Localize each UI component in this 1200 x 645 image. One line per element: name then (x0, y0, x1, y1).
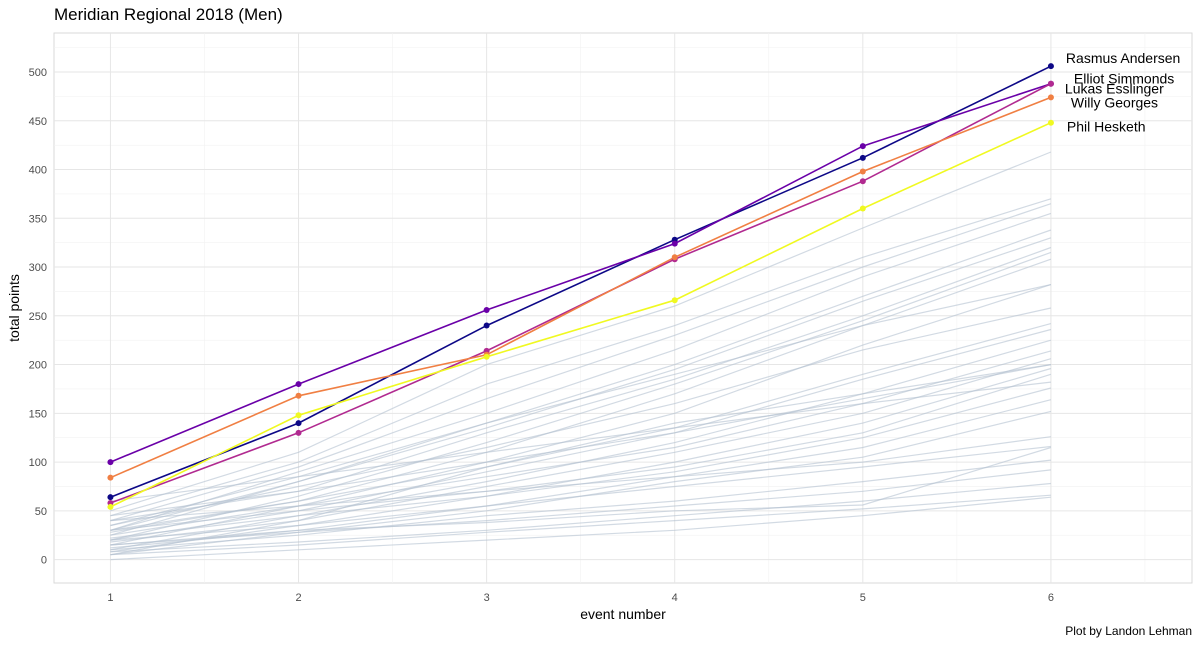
series-end-label: Phil Hesketh (1067, 119, 1146, 135)
series-point (859, 178, 866, 185)
background-series-line (110, 328, 1052, 541)
background-series-line (110, 307, 1052, 527)
x-tick-label: 2 (295, 592, 301, 604)
series-point (859, 143, 866, 150)
y-tick-label: 350 (29, 213, 47, 225)
highlighted-series-group (110, 65, 1052, 508)
series-line (110, 96, 1052, 479)
x-tick-label: 6 (1048, 592, 1054, 604)
y-tick-label: 500 (29, 67, 47, 79)
background-series-line (110, 446, 1052, 546)
background-series-line (110, 436, 1051, 522)
background-series-line (110, 212, 1052, 531)
series-point (859, 154, 866, 161)
background-series-group (110, 151, 1052, 561)
plot-panel (53, 32, 1193, 584)
background-series-line (110, 482, 1051, 553)
background-series-line (110, 358, 1052, 543)
series-point (671, 240, 678, 247)
background-series-line (110, 381, 1051, 502)
series-point (107, 459, 114, 466)
series-line (110, 82, 1052, 463)
series-point (483, 353, 490, 360)
background-series-line (110, 251, 1052, 541)
x-tick-label: 1 (107, 592, 113, 604)
highlighted-points-group (107, 63, 1054, 510)
background-series-line (110, 469, 1051, 546)
series-point (107, 503, 114, 510)
background-series-line (110, 229, 1052, 527)
series-point (1047, 80, 1054, 87)
y-tick-label: 250 (29, 311, 47, 323)
series-line (110, 121, 1052, 508)
series-point (107, 474, 114, 481)
x-tick-label: 4 (672, 592, 678, 604)
series-end-label: Willy Georges (1071, 94, 1158, 110)
background-series-line (110, 151, 1052, 512)
plot-caption: Plot by Landon Lehman (1065, 624, 1192, 638)
series-point (483, 322, 490, 329)
series-point (295, 412, 302, 419)
background-series-line (110, 350, 1052, 536)
x-axis-ticks: 1 2 3 4 5 6 (107, 592, 1054, 604)
background-series-line (110, 284, 1052, 546)
y-tick-label: 0 (41, 555, 47, 567)
series-point (671, 254, 678, 261)
x-tick-label: 5 (860, 592, 866, 604)
y-tick-label: 200 (29, 360, 47, 372)
series-point (859, 205, 866, 212)
series-point (671, 297, 678, 304)
series-line (110, 82, 1052, 504)
series-end-label: Elliot Simmonds (1074, 71, 1174, 87)
x-tick-label: 3 (484, 592, 490, 604)
series-point (483, 306, 490, 313)
background-series-line (110, 284, 1052, 531)
minor-gridlines (54, 33, 1192, 583)
series-line (110, 65, 1052, 498)
series-point (1047, 63, 1054, 70)
y-tick-label: 50 (35, 506, 47, 518)
series-point (1047, 119, 1054, 126)
background-series-line (110, 373, 1052, 531)
background-series-line (110, 364, 1052, 517)
series-point (859, 168, 866, 175)
series-end-label: Rasmus Andersen (1066, 50, 1180, 66)
y-tick-label: 400 (29, 165, 47, 177)
series-point (1047, 94, 1054, 101)
y-axis-ticks: 0 50 100 150 200 250 300 350 400 450 500 (29, 67, 47, 567)
background-series-line (110, 494, 1051, 556)
y-tick-label: 300 (29, 262, 47, 274)
y-tick-label: 450 (29, 116, 47, 128)
series-point (295, 392, 302, 399)
background-series-line (110, 496, 1051, 561)
background-series-line (110, 364, 1051, 556)
background-series-line (110, 198, 1052, 517)
background-series-line (110, 246, 1052, 522)
x-axis-title: event number (580, 606, 666, 622)
series-point (107, 494, 114, 501)
series-point (295, 429, 302, 436)
series-end-label: Lukas Esslinger (1065, 81, 1164, 97)
y-axis-title: total points (6, 274, 22, 342)
series-point (295, 420, 302, 427)
background-series-line (110, 203, 1052, 522)
y-tick-label: 100 (29, 457, 47, 469)
y-tick-label: 150 (29, 408, 47, 420)
background-series-line (110, 459, 1051, 551)
series-point (295, 381, 302, 388)
background-series-line (110, 445, 1051, 541)
chart-title: Meridian Regional 2018 (Men) (54, 5, 283, 24)
